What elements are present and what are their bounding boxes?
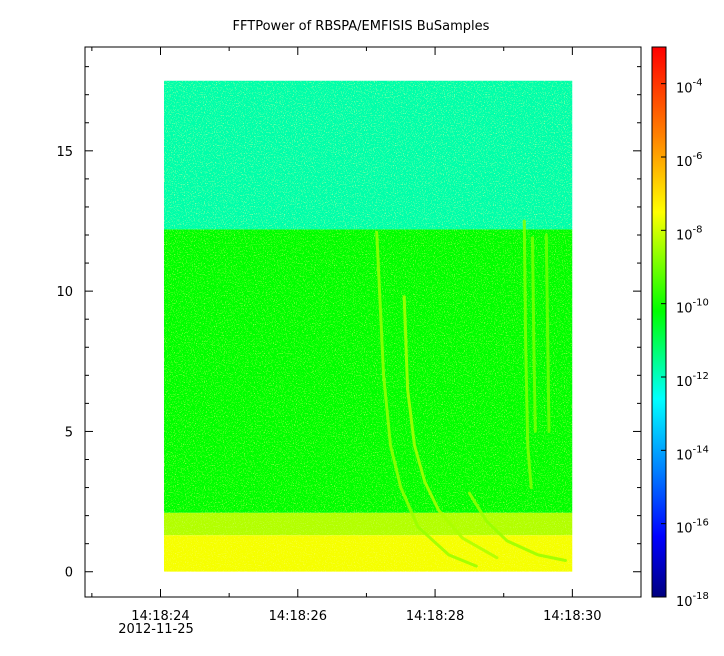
y-axis: 0 5 10 15 xyxy=(56,66,641,581)
colorbar-tick-label: 10-16 xyxy=(676,518,709,537)
x-axis: 14:18:24 14:18:26 14:18:28 14:18:30 xyxy=(91,47,642,624)
spectrogram-band xyxy=(163,80,573,230)
spectrogram-band xyxy=(163,512,573,536)
colorbar-tick-label: 10-8 xyxy=(676,224,703,243)
plot-area xyxy=(84,46,642,598)
spectrogram-trace xyxy=(402,295,499,560)
x-tick-label: 14:18:30 xyxy=(543,609,601,624)
y-tick-label: 10 xyxy=(56,285,73,300)
x-tick-label: 14:18:24 xyxy=(131,609,189,624)
spectrogram-bands xyxy=(163,80,573,572)
spectrogram-trace xyxy=(467,491,567,562)
x-tick-label: 14:18:26 xyxy=(269,609,327,624)
spectrogram-trace xyxy=(544,233,551,433)
spectrogram-band xyxy=(163,229,573,513)
colorbar-tick-label: 10-10 xyxy=(676,298,709,317)
y-tick-label: 5 xyxy=(65,425,73,440)
colorbar-tick-label: 10-18 xyxy=(676,591,709,610)
colorbar-tick-label: 10-4 xyxy=(676,78,703,97)
spectrogram-band xyxy=(163,535,573,572)
x-tick-label: 14:18:28 xyxy=(406,609,464,624)
chart-title: FFTPower of RBSPA/EMFISIS BuSamples xyxy=(233,19,490,34)
y-tick-label: 15 xyxy=(56,145,73,160)
x-axis-date-label: 2012-11-25 xyxy=(118,622,194,637)
colorbar-tick-label: 10-12 xyxy=(676,371,709,390)
spectrogram-features xyxy=(375,219,567,568)
spectrogram-trace xyxy=(522,219,533,490)
spectrogram-trace xyxy=(531,236,537,433)
colorbar-gradient xyxy=(651,46,667,598)
colorbar-tick-label: 10-14 xyxy=(676,444,709,463)
colorbar-tick-label: 10-6 xyxy=(676,151,703,170)
colorbar: 10-4 10-6 10-8 10-10 10-12 10-14 10-16 10-18 xyxy=(651,46,709,610)
y-tick-label: 0 xyxy=(65,566,73,581)
colorbar-ticks: 10-4 10-6 10-8 10-10 10-12 10-14 10-16 10-18 xyxy=(661,78,709,610)
spectrogram-trace xyxy=(375,230,478,568)
